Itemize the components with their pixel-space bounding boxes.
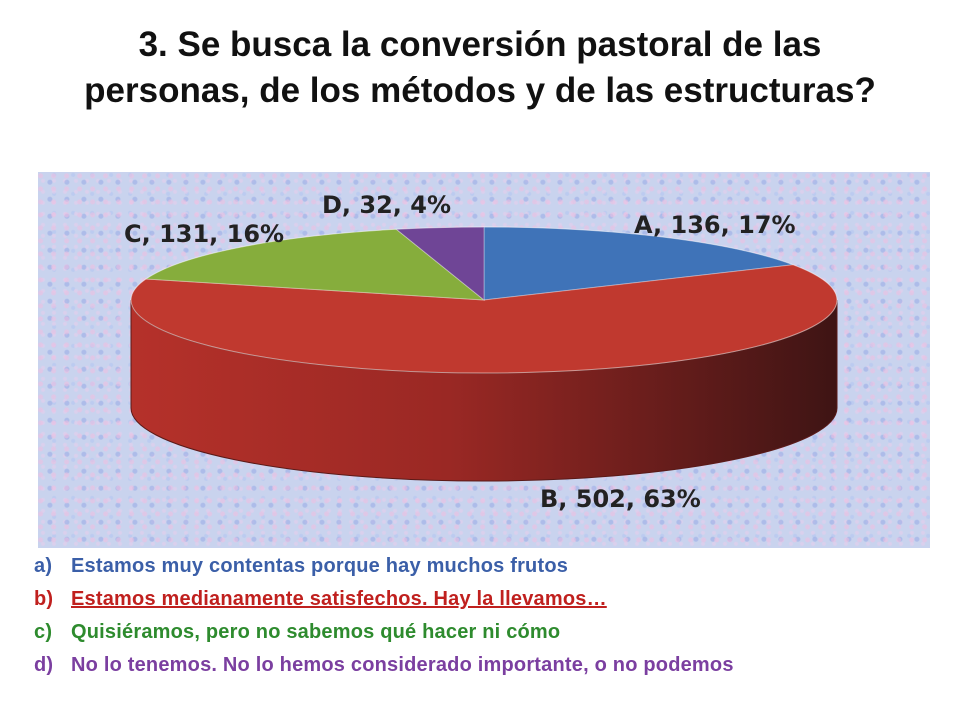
data-label-c: C, 131, 16% <box>124 220 284 248</box>
legend: a) Estamos muy contentas porque hay much… <box>34 550 934 682</box>
legend-item-d: d) No lo tenemos. No lo hemos considerad… <box>34 649 934 682</box>
pie-slice-d <box>394 226 485 302</box>
data-label-b: B, 502, 63% <box>540 485 701 513</box>
pie-rim <box>130 226 838 374</box>
legend-letter-d: d) <box>34 654 54 676</box>
chart-panel: A, 136, 17% B, 502, 63% C, 131, 16% D, 3… <box>38 172 930 548</box>
legend-item-b: b) Estamos medianamente satisfechos. Hay… <box>34 583 934 616</box>
legend-text-d: No lo tenemos. No lo hemos considerado i… <box>71 654 734 676</box>
legend-item-a: a) Estamos muy contentas porque hay much… <box>34 550 934 583</box>
legend-letter-b: b) <box>34 588 54 610</box>
legend-text-a: Estamos muy contentas porque hay muchos … <box>71 555 569 577</box>
data-label-a: A, 136, 17% <box>634 211 796 239</box>
slide-title: 3. Se busca la conversión pastoral de la… <box>84 25 876 110</box>
legend-item-c: c) Quisiéramos, pero no sabemos qué hace… <box>34 616 934 649</box>
legend-text-b: Estamos medianamente satisfechos. Hay la… <box>71 588 607 610</box>
pie-slice-a <box>483 226 794 301</box>
pie-slice-b <box>130 264 838 374</box>
legend-text-c: Quisiéramos, pero no sabemos qué hacer n… <box>71 621 561 643</box>
legend-letter-a: a) <box>34 555 53 577</box>
pie-chart: A, 136, 17% B, 502, 63% C, 131, 16% D, 3… <box>124 191 838 513</box>
legend-letter-c: c) <box>34 621 53 643</box>
data-label-d: D, 32, 4% <box>322 191 451 219</box>
pie-slice-c <box>144 228 486 301</box>
